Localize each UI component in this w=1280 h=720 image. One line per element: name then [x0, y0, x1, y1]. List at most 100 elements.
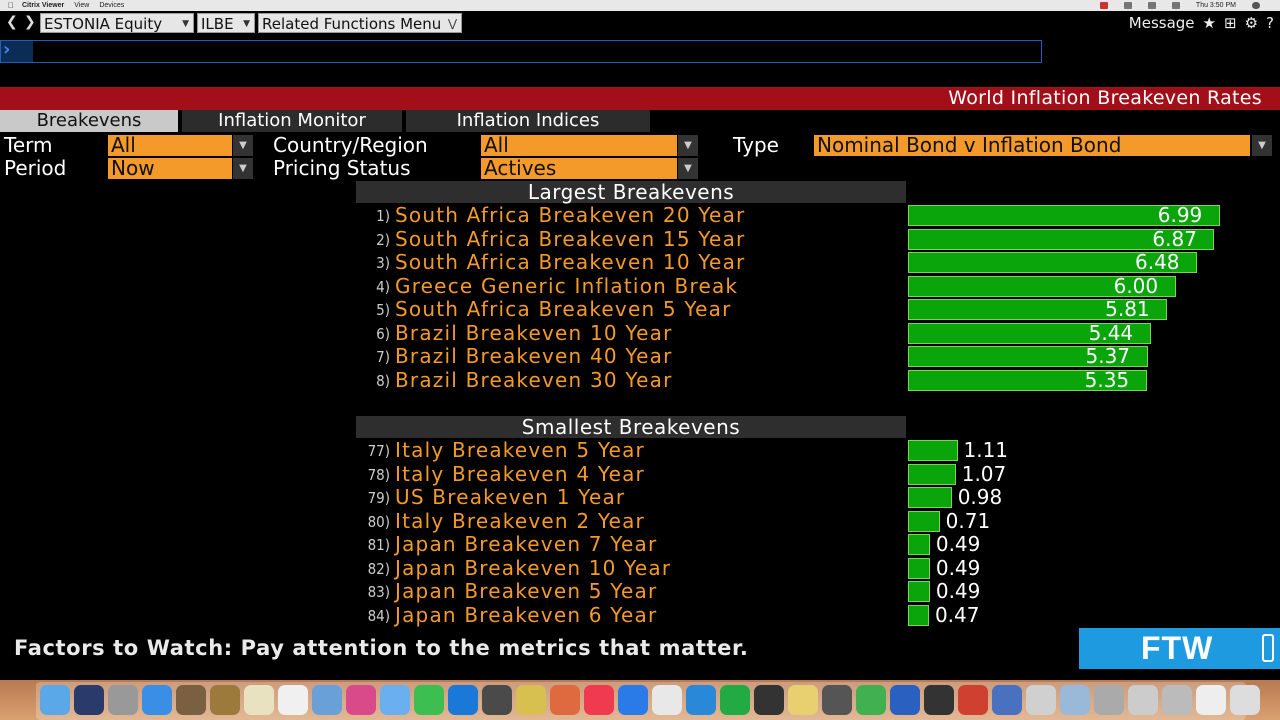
row-name[interactable]: Italy Breakeven 4 Year	[395, 461, 645, 486]
dock-app-icon[interactable]	[516, 685, 546, 715]
menu-app-name[interactable]: Citrix Viewer	[16, 2, 64, 9]
dock-app-icon[interactable]	[108, 685, 138, 715]
dock-app-icon[interactable]	[652, 685, 682, 715]
list-item[interactable]: 81) Japan Breakeven 7 Year 0.49	[356, 533, 1256, 556]
dock-app-icon[interactable]	[550, 685, 580, 715]
dock-app-icon[interactable]	[176, 685, 206, 715]
dock-app-icon[interactable]	[414, 685, 444, 715]
security-field[interactable]: ESTONIA Equity ▼	[40, 13, 194, 33]
list-item[interactable]: 84) Japan Breakeven 6 Year 0.47	[356, 602, 1256, 627]
dock-app-icon[interactable]	[924, 685, 954, 715]
menu-view[interactable]: View	[68, 2, 89, 9]
related-functions-menu[interactable]: Related Functions Menu ⋁	[258, 13, 462, 33]
dock-app-icon[interactable]	[1230, 685, 1260, 715]
tab-inflation-indices[interactable]: Inflation Indices	[406, 110, 650, 132]
dock-app-icon[interactable]	[1094, 685, 1124, 715]
country-dropdown-icon[interactable]: ▼	[678, 135, 698, 156]
row-name[interactable]: Brazil Breakeven 10 Year	[395, 320, 673, 345]
row-name[interactable]: Italy Breakeven 5 Year	[395, 438, 645, 462]
dock-app-icon[interactable]	[686, 685, 716, 715]
dock-app-icon[interactable]	[618, 685, 648, 715]
dock-app-icon[interactable]	[1026, 685, 1056, 715]
term-select[interactable]: All	[108, 135, 232, 156]
news-ticker[interactable]: Factors to Watch: Pay attention to the m…	[14, 636, 749, 660]
back-icon[interactable]: ❮	[6, 14, 18, 30]
row-name[interactable]: Japan Breakeven 6 Year	[395, 602, 658, 627]
dock-app-icon[interactable]	[210, 685, 240, 715]
list-item[interactable]: 80) Italy Breakeven 2 Year 0.71	[356, 508, 1256, 533]
status-icon[interactable]	[1099, 2, 1108, 9]
dock-app-icon[interactable]	[1060, 685, 1090, 715]
row-name[interactable]: Japan Breakeven 7 Year	[395, 532, 658, 556]
dock-app-icon[interactable]	[380, 685, 410, 715]
clock[interactable]: Thu 3:50 PM	[1195, 2, 1236, 9]
dock-app-icon[interactable]	[1196, 685, 1226, 715]
list-item[interactable]: 6) Brazil Breakeven 10 Year 5.44	[356, 320, 1256, 345]
country-select[interactable]: All	[481, 135, 677, 156]
row-name[interactable]: South Africa Breakeven 5 Year	[395, 297, 732, 321]
dock-app-icon[interactable]	[958, 685, 988, 715]
row-name[interactable]: South Africa Breakeven 10 Year	[395, 250, 746, 274]
list-item[interactable]: 3) South Africa Breakeven 10 Year 6.48	[356, 251, 1256, 274]
dock-app-icon[interactable]	[1162, 685, 1192, 715]
list-item[interactable]: 5) South Africa Breakeven 5 Year 5.81	[356, 298, 1256, 321]
list-item[interactable]: 77) Italy Breakeven 5 Year 1.11	[356, 439, 1256, 462]
tab-inflation-monitor[interactable]: Inflation Monitor	[182, 110, 402, 132]
row-name[interactable]: Greece Generic Inflation Break	[395, 273, 739, 298]
ftw-banner[interactable]: FTW	[1079, 628, 1280, 669]
tab-breakevens[interactable]: Breakevens	[0, 110, 178, 132]
command-line[interactable]	[0, 39, 1042, 63]
export-icon[interactable]: ⊞	[1224, 14, 1237, 32]
row-name[interactable]: South Africa Breakeven 15 Year	[395, 226, 746, 251]
double-chevron-icon[interactable]: ⋁	[447, 17, 457, 30]
dock-app-icon[interactable]	[74, 685, 104, 715]
dock-app-icon[interactable]	[822, 685, 852, 715]
row-name[interactable]: Brazil Breakeven 40 Year	[395, 344, 673, 368]
dropdown-arrow-icon[interactable]: ▼	[182, 19, 189, 29]
list-item[interactable]: 8) Brazil Breakeven 30 Year 5.35	[356, 367, 1256, 392]
list-item[interactable]: 79) US Breakeven 1 Year 0.98	[356, 486, 1256, 509]
gear-icon[interactable]: ⚙	[1244, 14, 1259, 32]
row-name[interactable]: South Africa Breakeven 20 Year	[395, 203, 746, 227]
row-name[interactable]: Japan Breakeven 10 Year	[395, 555, 672, 580]
dock-app-icon[interactable]	[482, 685, 512, 715]
apple-icon[interactable]: 	[8, 1, 14, 10]
dock-app-icon[interactable]	[312, 685, 342, 715]
row-name[interactable]: Brazil Breakeven 30 Year	[395, 367, 673, 392]
row-name[interactable]: Japan Breakeven 5 Year	[395, 579, 658, 603]
list-item[interactable]: 78) Italy Breakeven 4 Year 1.07	[356, 461, 1256, 486]
dock-app-icon[interactable]	[720, 685, 750, 715]
dock-app-icon[interactable]	[754, 685, 784, 715]
message-button[interactable]: Message	[1128, 14, 1195, 32]
star-icon[interactable]: ★	[1202, 14, 1216, 32]
dock-app-icon[interactable]	[278, 685, 308, 715]
pricing-status-select[interactable]: Actives	[481, 158, 677, 179]
dock-app-icon[interactable]	[1128, 685, 1158, 715]
type-dropdown-icon[interactable]: ▼	[1252, 135, 1272, 156]
dock-app-icon[interactable]	[244, 685, 274, 715]
list-item[interactable]: 7) Brazil Breakeven 40 Year 5.37	[356, 345, 1256, 368]
dock-app-icon[interactable]	[346, 685, 376, 715]
list-item[interactable]: 83) Japan Breakeven 5 Year 0.49	[356, 580, 1256, 603]
list-item[interactable]: 1) South Africa Breakeven 20 Year 6.99	[356, 204, 1256, 227]
menu-devices[interactable]: Devices	[93, 2, 124, 9]
dock-app-icon[interactable]	[788, 685, 818, 715]
list-item[interactable]: 4) Greece Generic Inflation Break 6.00	[356, 273, 1256, 298]
status-icon[interactable]	[1171, 2, 1180, 9]
list-item[interactable]: 82) Japan Breakeven 10 Year 0.49	[356, 555, 1256, 580]
forward-icon[interactable]: ❯	[24, 14, 36, 30]
list-item[interactable]: 2) South Africa Breakeven 15 Year 6.87	[356, 226, 1256, 251]
period-dropdown-icon[interactable]: ▼	[233, 158, 253, 179]
dock-app-icon[interactable]	[584, 685, 614, 715]
type-select[interactable]: Nominal Bond v Inflation Bond	[814, 135, 1250, 156]
help-icon[interactable]: ?	[1266, 14, 1274, 32]
pricing-dropdown-icon[interactable]: ▼	[678, 158, 698, 179]
dock-app-icon[interactable]	[992, 685, 1022, 715]
row-name[interactable]: US Breakeven 1 Year	[395, 485, 626, 509]
dock-app-icon[interactable]	[890, 685, 920, 715]
status-icon[interactable]	[1147, 2, 1156, 9]
period-select[interactable]: Now	[108, 158, 232, 179]
row-name[interactable]: Italy Breakeven 2 Year	[395, 508, 645, 533]
dock-app-icon[interactable]	[856, 685, 886, 715]
dropdown-arrow-icon[interactable]: ▼	[243, 19, 250, 29]
